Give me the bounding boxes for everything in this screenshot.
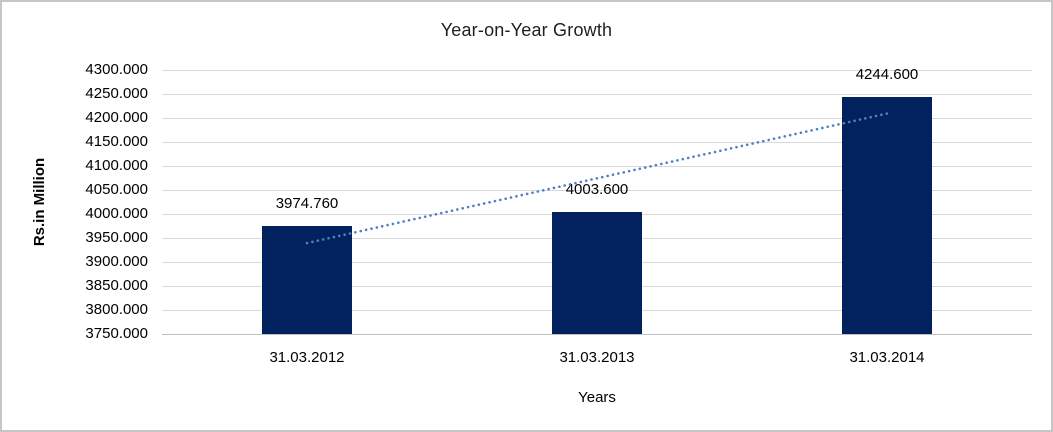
y-tick-label: 4300.000 bbox=[85, 61, 148, 78]
x-tick-label: 31.03.2013 bbox=[559, 349, 635, 366]
y-tick-label: 4050.000 bbox=[85, 181, 148, 198]
y-tick-label: 3900.000 bbox=[85, 253, 148, 270]
bar-value-label: 3974.760 bbox=[275, 195, 339, 212]
bar bbox=[262, 226, 352, 334]
x-tick-label: 31.03.2014 bbox=[849, 349, 925, 366]
bar-value-label: 4244.600 bbox=[855, 66, 919, 83]
chart-title: Year-on-Year Growth bbox=[440, 20, 613, 40]
y-tick-label: 4100.000 bbox=[85, 157, 148, 174]
y-tick-label: 4000.000 bbox=[85, 205, 148, 222]
y-tick-label: 3850.000 bbox=[85, 277, 148, 294]
x-axis-title: Years bbox=[578, 389, 616, 406]
bar bbox=[842, 97, 932, 334]
y-tick-label: 3800.000 bbox=[85, 301, 148, 318]
x-tick-label: 31.03.2012 bbox=[269, 349, 345, 366]
x-axis-line bbox=[162, 334, 1032, 335]
y-tick-label: 4150.000 bbox=[85, 133, 148, 150]
y-tick-label: 4250.000 bbox=[85, 85, 148, 102]
y-tick-label: 3950.000 bbox=[85, 229, 148, 246]
gridline bbox=[162, 94, 1032, 95]
bar-value-label: 4003.600 bbox=[565, 181, 629, 198]
bar bbox=[552, 212, 642, 334]
y-tick-label: 4200.000 bbox=[85, 109, 148, 126]
gridline bbox=[162, 70, 1032, 71]
y-tick-label: 3750.000 bbox=[85, 325, 148, 342]
